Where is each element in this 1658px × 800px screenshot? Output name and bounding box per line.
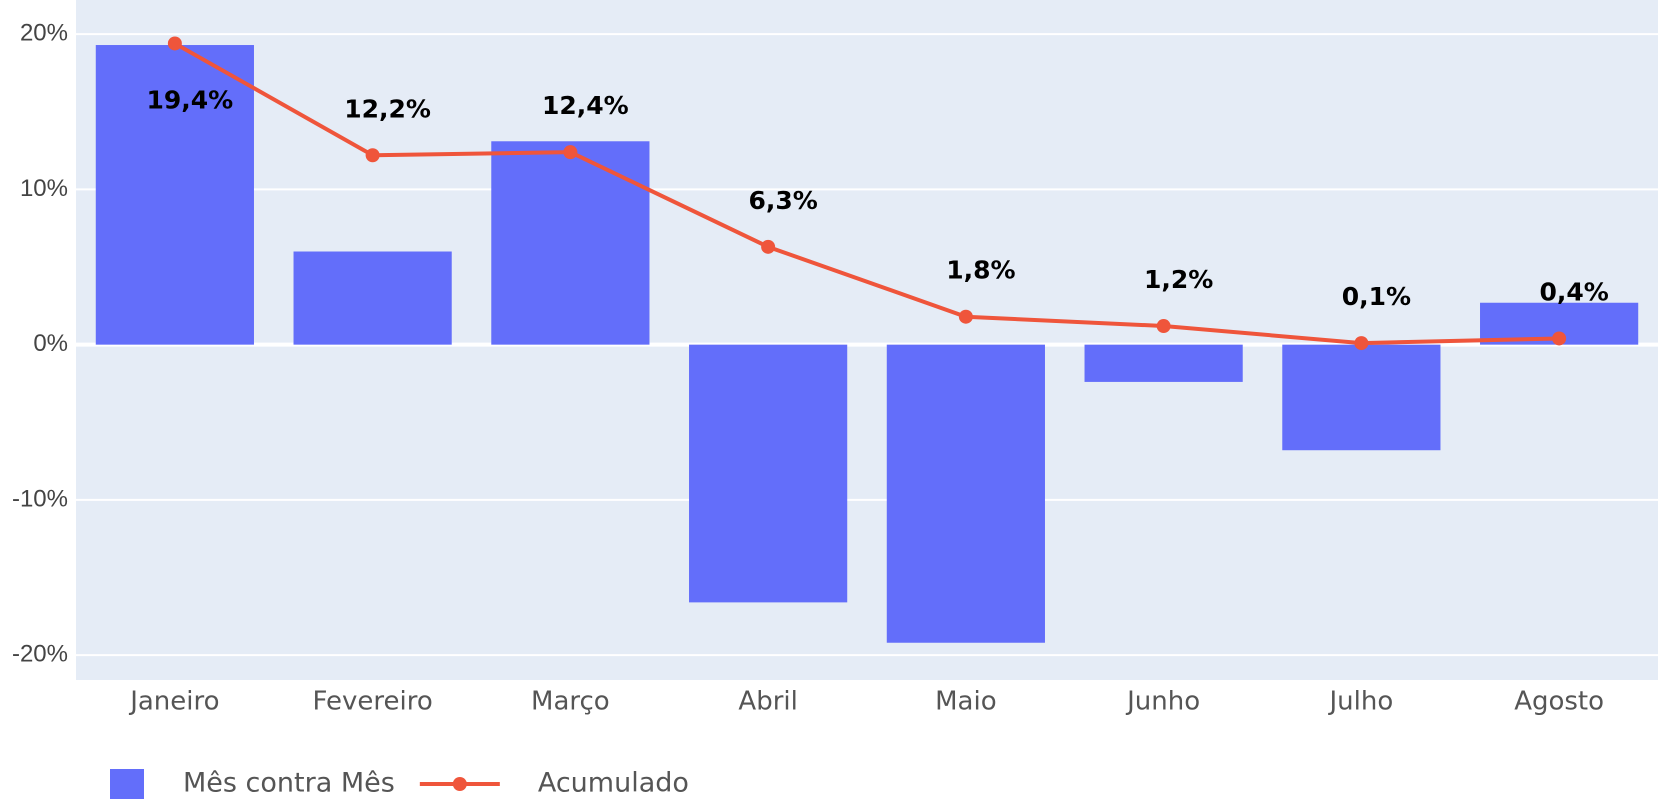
line-marker [958, 309, 973, 324]
data-label: 12,4% [542, 91, 629, 120]
x-tick-label: Março [531, 687, 610, 717]
bar [886, 344, 1045, 643]
x-tick-label: Fevereiro [312, 687, 432, 717]
line-marker [761, 239, 776, 254]
y-tick-label: -10% [12, 485, 68, 512]
x-tick-label: Janeiro [128, 687, 219, 717]
bar [1282, 344, 1441, 451]
legend-marker [452, 777, 467, 791]
x-tick-label: Maio [935, 687, 997, 717]
bar [293, 251, 452, 345]
bar [95, 45, 254, 345]
x-tick-label: Abril [738, 687, 797, 717]
legend-label: Mês contra Mês [183, 768, 395, 799]
bar [689, 344, 848, 603]
y-tick-label: 10% [20, 175, 68, 202]
line-marker [1552, 331, 1567, 346]
y-tick-label: 20% [20, 19, 68, 46]
data-label: 12,2% [344, 94, 431, 123]
data-label: 1,2% [1144, 265, 1213, 294]
line-marker [167, 36, 182, 51]
legend-label: Acumulado [538, 768, 689, 799]
line-marker [1354, 336, 1369, 351]
y-tick-label: 0% [33, 330, 68, 357]
bar [1084, 344, 1243, 382]
x-tick-label: Agosto [1514, 687, 1604, 717]
data-label: 6,3% [748, 186, 817, 215]
data-label: 0,1% [1342, 282, 1411, 311]
legend-swatch [110, 769, 144, 799]
line-marker [563, 145, 578, 160]
data-label: 19,4% [147, 85, 234, 114]
data-label: 0,4% [1539, 277, 1608, 306]
line-marker [1156, 319, 1171, 334]
x-tick-label: Junho [1125, 687, 1200, 717]
line [173, 41, 1560, 346]
bar [491, 141, 650, 345]
line-marker [365, 148, 380, 163]
data-label: 1,8% [946, 256, 1015, 285]
y-tick-label: -20% [12, 641, 68, 668]
x-tick-label: Julho [1327, 687, 1393, 717]
